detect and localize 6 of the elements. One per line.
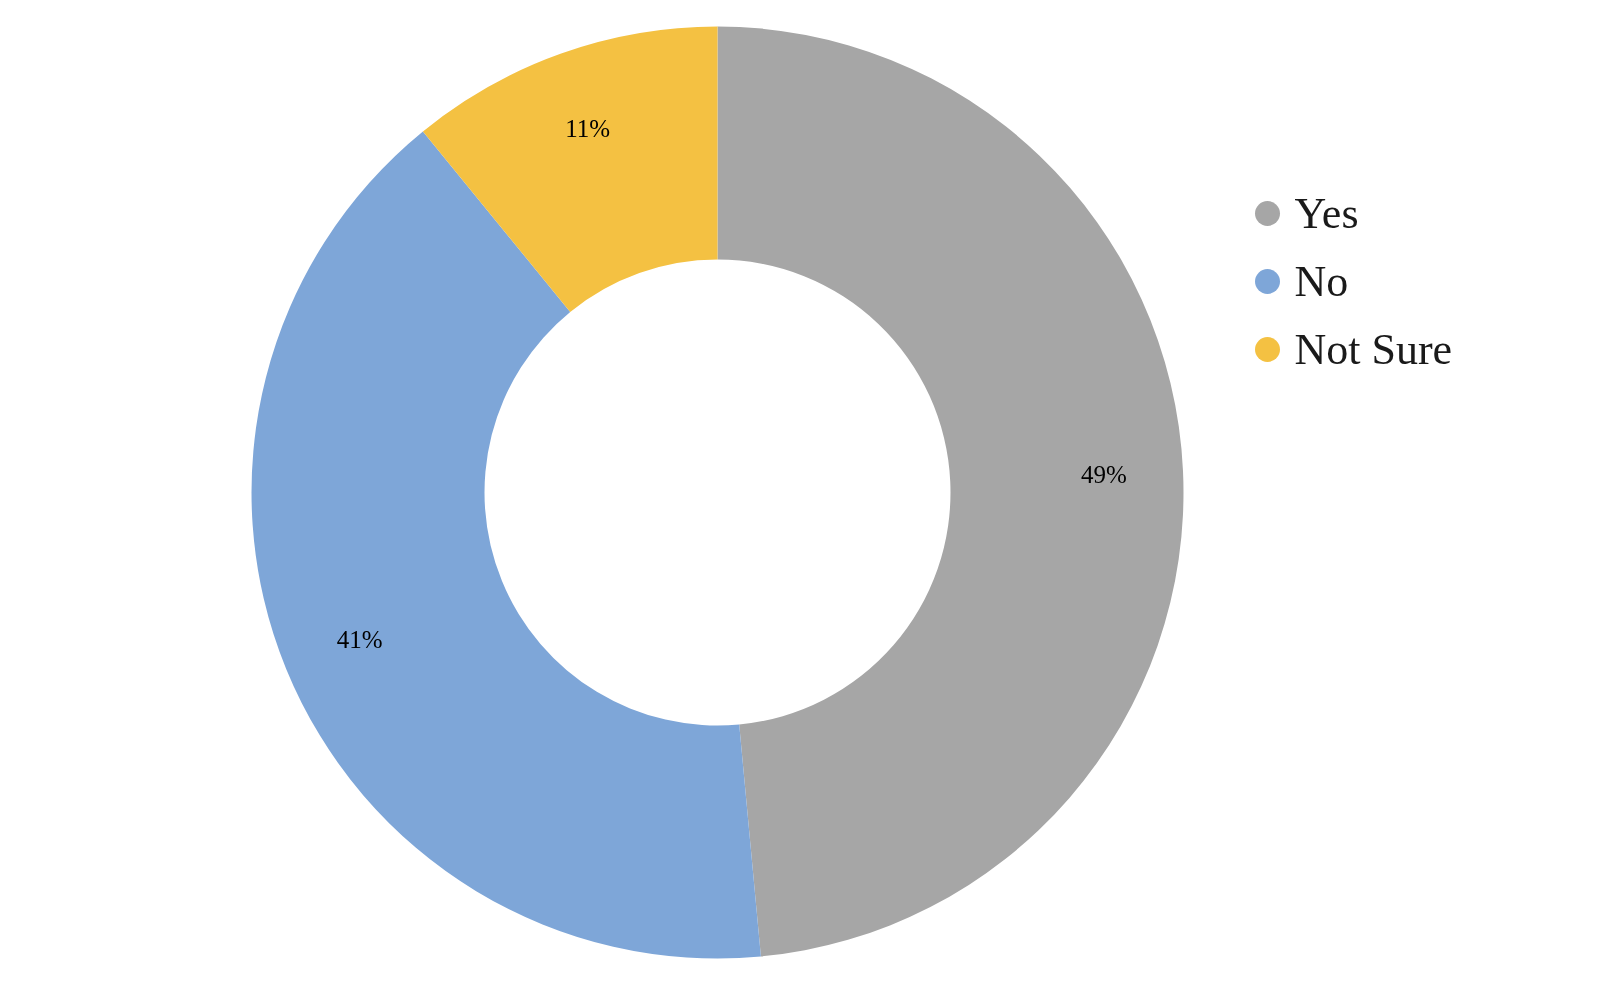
- data-label: 49%: [1080, 460, 1127, 488]
- data-label: 41%: [336, 625, 383, 653]
- legend-label: Yes: [1294, 189, 1359, 238]
- data-label: 11%: [565, 114, 611, 142]
- legend-label: Not Sure: [1294, 325, 1453, 374]
- legend-label: No: [1294, 257, 1349, 306]
